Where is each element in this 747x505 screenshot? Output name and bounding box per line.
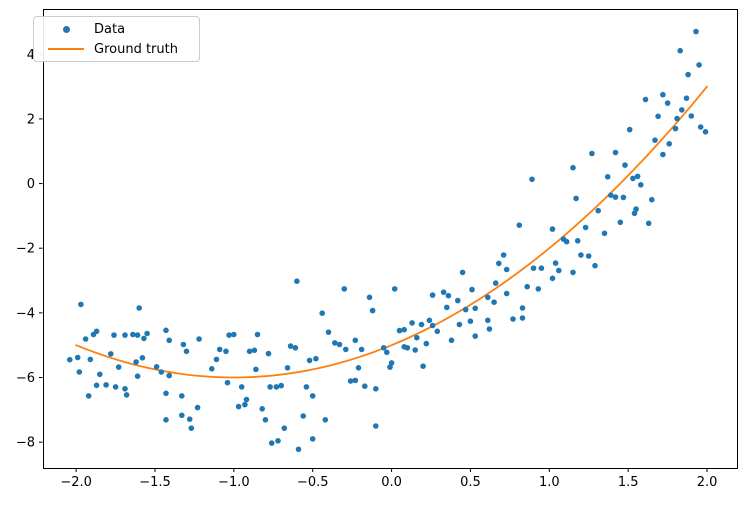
y-axis-ticks: −8 −6 −4 −2 0 2 4 bbox=[16, 48, 43, 451]
svg-text:1.5: 1.5 bbox=[618, 475, 639, 490]
svg-text:1.0: 1.0 bbox=[539, 475, 560, 490]
scatter-marker-icon bbox=[48, 25, 84, 33]
svg-text:0.5: 0.5 bbox=[460, 475, 481, 490]
axes-frame bbox=[43, 9, 738, 469]
ground-truth-curve bbox=[75, 85, 708, 379]
svg-text:−2: −2 bbox=[16, 242, 35, 257]
svg-text:2: 2 bbox=[27, 112, 35, 127]
legend-item-data: Data bbox=[34, 19, 199, 39]
svg-text:−2.0: −2.0 bbox=[60, 475, 92, 490]
svg-text:−6: −6 bbox=[16, 371, 35, 386]
svg-text:−4: −4 bbox=[16, 306, 35, 321]
legend-label-ground-truth: Ground truth bbox=[94, 41, 178, 57]
svg-text:−0.5: −0.5 bbox=[297, 475, 329, 490]
legend-item-ground-truth: Ground truth bbox=[34, 39, 199, 59]
svg-text:4: 4 bbox=[27, 48, 35, 63]
svg-text:−1.5: −1.5 bbox=[139, 475, 171, 490]
line-marker-icon bbox=[48, 48, 84, 50]
legend-label-data: Data bbox=[94, 21, 126, 37]
svg-text:2.0: 2.0 bbox=[697, 475, 718, 490]
svg-text:0: 0 bbox=[27, 177, 35, 192]
svg-text:−8: −8 bbox=[16, 436, 35, 451]
scatter-points bbox=[67, 28, 709, 453]
svg-text:−1.0: −1.0 bbox=[218, 475, 250, 490]
svg-text:0.0: 0.0 bbox=[381, 475, 402, 490]
legend: Data Ground truth bbox=[33, 16, 200, 62]
x-axis-ticks: −2.0 −1.5 −1.0 −0.5 0.0 0.5 1.0 1.5 2.0 bbox=[60, 468, 718, 490]
